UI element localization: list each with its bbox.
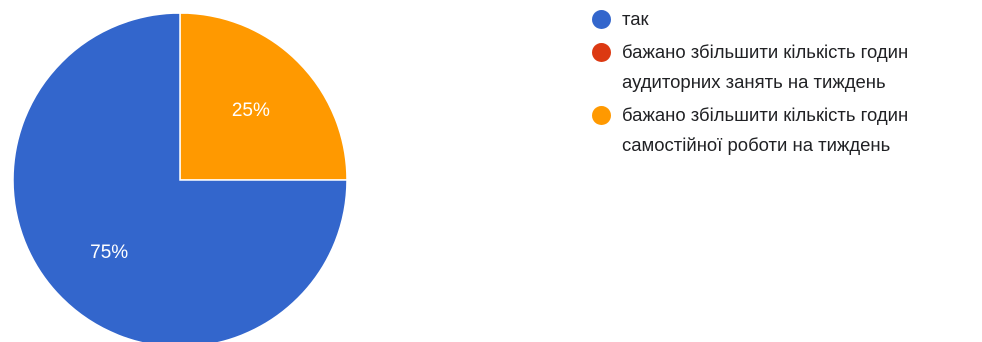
pie-slice-tak[interactable] bbox=[12, 12, 348, 342]
legend-swatch-tak bbox=[592, 10, 611, 29]
pie-slice-samostiina[interactable] bbox=[179, 12, 348, 181]
legend-item-tak[interactable]: так bbox=[592, 8, 977, 34]
pie-chart: 25% 75% bbox=[0, 0, 360, 342]
pie-label-tak: 75% bbox=[90, 242, 128, 263]
legend-item-auditorni[interactable]: бажано збільшити кількість годин аудитор… bbox=[592, 41, 977, 97]
legend: так бажано збільшити кількість годин ауд… bbox=[592, 8, 977, 167]
pie-label-samostiina: 25% bbox=[232, 100, 270, 121]
legend-swatch-auditorni bbox=[592, 43, 611, 62]
legend-swatch-samostiina bbox=[592, 106, 611, 125]
legend-item-samostiina[interactable]: бажано збільшити кількість годин самості… bbox=[592, 104, 977, 160]
legend-label-tak: так bbox=[622, 8, 649, 29]
pie-svg: 25% 75% bbox=[12, 12, 348, 342]
legend-label-auditorni: бажано збільшити кількість годин аудитор… bbox=[622, 41, 909, 92]
legend-label-samostiina: бажано збільшити кількість годин самості… bbox=[622, 104, 909, 155]
